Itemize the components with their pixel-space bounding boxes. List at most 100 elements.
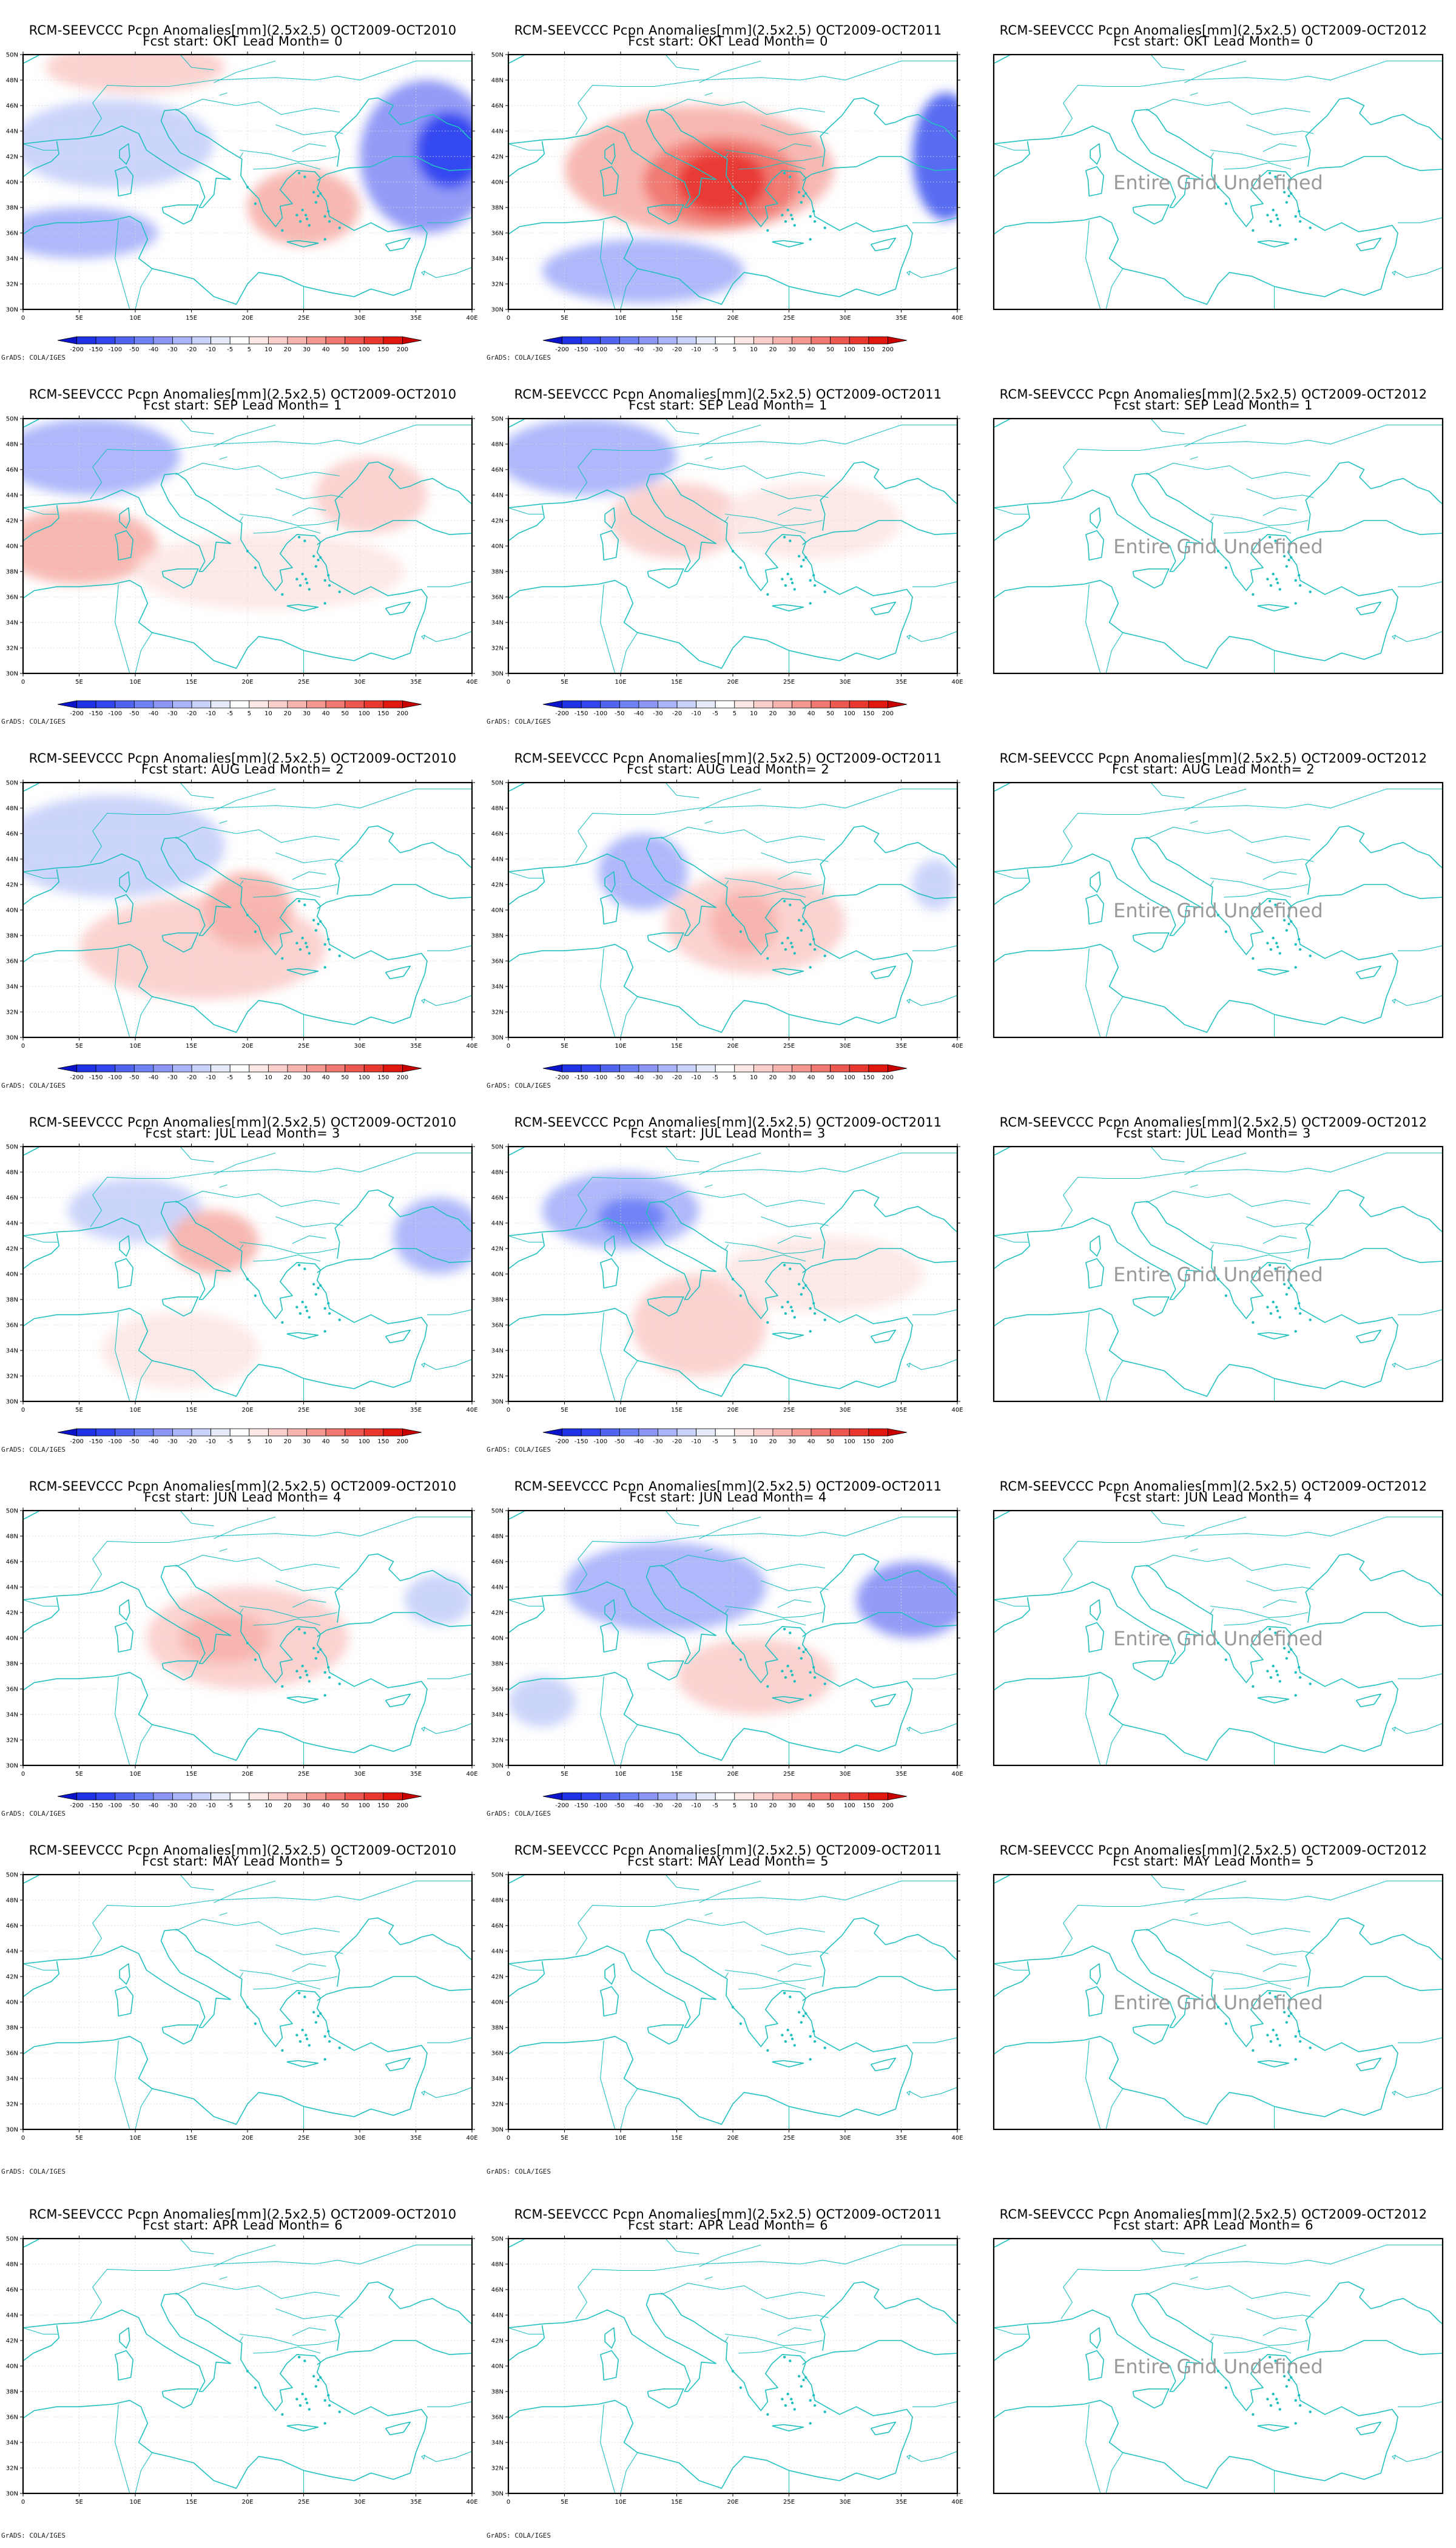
panel-title: RCM-SEEVCCC Pcpn Anomalies[mm](2.5x2.5) … (999, 1115, 1427, 1130)
panel-title: RCM-SEEVCCC Pcpn Anomalies[mm](2.5x2.5) … (514, 2207, 942, 2222)
lon-tick-label: 25E (298, 2499, 309, 2506)
map-figure: Entire Grid Undefined (993, 1145, 1444, 1403)
colorbar-label: -100 (593, 346, 607, 353)
colorbar-label: -50 (615, 710, 624, 717)
colorbar-swatch (830, 700, 850, 709)
lat-tick-label: 44N (491, 129, 504, 135)
borders (994, 1875, 1443, 2129)
lon-tick-label: 30E (839, 2499, 851, 2506)
lon-tick-label: 10E (615, 1043, 626, 1050)
colorbar-swatch (562, 700, 582, 709)
lon-tick-label: 5E (75, 315, 83, 322)
colorbar-swatch (753, 1792, 774, 1801)
colorbar-swatch (830, 336, 850, 345)
lat-tick-label: 36N (6, 2051, 18, 2057)
lat-tick-label: 34N (491, 984, 504, 991)
colorbar-swatch (172, 336, 192, 345)
colorbar-swatch (581, 700, 601, 709)
anomaly-region (169, 1210, 259, 1274)
colorbar-swatch (76, 336, 96, 345)
colorbar-label: -40 (634, 1802, 644, 1809)
lat-tick-label: 40N (6, 180, 18, 186)
colorbar-swatch (811, 1064, 831, 1073)
colorbar-swatch (172, 1428, 192, 1437)
colorbar-swatch (715, 1792, 735, 1801)
anomaly-region (856, 1562, 957, 1638)
colorbar-swatch (363, 1792, 384, 1801)
grads-credit: GrADS: COLA/IGES (1, 2532, 66, 2540)
colorbar-label: -5 (227, 1802, 233, 1809)
colorbar-label: 20 (284, 1802, 292, 1809)
colorbar-swatch (562, 1792, 582, 1801)
colorbar-swatch (402, 700, 422, 709)
colorbar-label: 10 (750, 1802, 758, 1809)
lat-tick-label: 32N (491, 2465, 504, 2472)
lon-tick-label: 40E (466, 1043, 477, 1050)
colorbar-label: 10 (265, 1074, 272, 1081)
lat-tick-label: 48N (491, 1534, 504, 1540)
coastlines (508, 419, 957, 669)
lon-tick-label: 0 (21, 2135, 25, 2142)
lat-tick-label: 46N (491, 1923, 504, 1930)
lat-tick-label: 50N (6, 52, 18, 59)
colorbar-swatch (715, 336, 735, 345)
colorbar: -200 -150 -100 -50 -40 -30 -20 -10 -5 5 10 20 30 40 50… (542, 700, 908, 717)
lon-tick-label: 15E (671, 679, 682, 686)
map-frame (993, 1145, 1444, 1403)
colorbar-swatch (95, 336, 116, 345)
colorbar-label: -10 (206, 1802, 215, 1809)
lat-tick-label: 30N (491, 2491, 504, 2498)
colorbar-label: 200 (882, 346, 894, 353)
lon-tick-label: 5E (561, 2135, 568, 2142)
lon-tick-label: 10E (129, 315, 141, 322)
colorbar-swatch (658, 1064, 678, 1073)
anomaly-region (609, 482, 744, 559)
colorbar-label: -200 (555, 1438, 569, 1445)
colorbar-swatch (734, 1064, 754, 1073)
colorbar-swatch (888, 1064, 908, 1073)
colorbar-label: 200 (397, 1802, 408, 1809)
colorbar-label: -10 (206, 346, 215, 353)
colorbar-swatch (600, 1064, 620, 1073)
map-figure: Entire Grid Undefined (993, 417, 1444, 675)
colorbar-label: -150 (89, 346, 103, 353)
coastlines (23, 2239, 472, 2489)
map-figure: 0 5E 10E 15E 20E 25E 30E 35E 40E 30N 32N 34N 36N 38N 4… (491, 1508, 963, 1809)
colorbar-label: -50 (615, 1802, 624, 1809)
borders (994, 1147, 1443, 1401)
lat-tick-label: 46N (6, 1195, 18, 1202)
colorbar: -200 -150 -100 -50 -40 -30 -20 -10 -5 5 10 20 30 40 50… (57, 1792, 422, 1809)
colorbar-label: 40 (807, 710, 815, 717)
colorbar: -200 -150 -100 -50 -40 -30 -20 -10 -5 5 10 20 30 40 50… (57, 1064, 422, 1081)
panel-subtitle: Fcst start: JUL Lead Month= 3 (1116, 1126, 1311, 1141)
colorbar-swatch (619, 700, 639, 709)
colorbar-swatch (734, 1792, 754, 1801)
lon-tick-label: 20E (727, 2499, 738, 2506)
panel-title: RCM-SEEVCCC Pcpn Anomalies[mm](2.5x2.5) … (514, 23, 942, 38)
colorbar-swatch (715, 1064, 735, 1073)
panel-subtitle: Fcst start: JUN Lead Month= 4 (1114, 1490, 1312, 1505)
lat-tick-label: 42N (491, 1610, 504, 1617)
lon-tick-label: 35E (410, 315, 422, 322)
borders (508, 1875, 957, 2129)
graticule (508, 1875, 957, 2129)
lat-tick-label: 36N (6, 959, 18, 965)
lat-tick-label: 32N (491, 645, 504, 652)
lat-tick-label: 46N (6, 1559, 18, 1566)
colorbar-swatch (172, 700, 192, 709)
undefined-grid-label: Entire Grid Undefined (1113, 535, 1323, 558)
map-frame (993, 1873, 1444, 2131)
borders (23, 55, 472, 309)
colorbar-swatch (95, 1064, 116, 1073)
islands (731, 1628, 826, 1697)
colorbar-swatch (249, 1428, 269, 1437)
lat-tick-label: 40N (6, 1272, 18, 1278)
lat-tick-label: 32N (6, 1373, 18, 1380)
lat-tick-label: 36N (6, 231, 18, 237)
lon-tick-label: 0 (21, 2499, 25, 2506)
lat-tick-label: 34N (6, 984, 18, 991)
lat-tick-label: 46N (6, 467, 18, 474)
lat-tick-label: 48N (491, 1170, 504, 1176)
colorbar-swatch (868, 336, 888, 345)
islands (1216, 2356, 1312, 2425)
